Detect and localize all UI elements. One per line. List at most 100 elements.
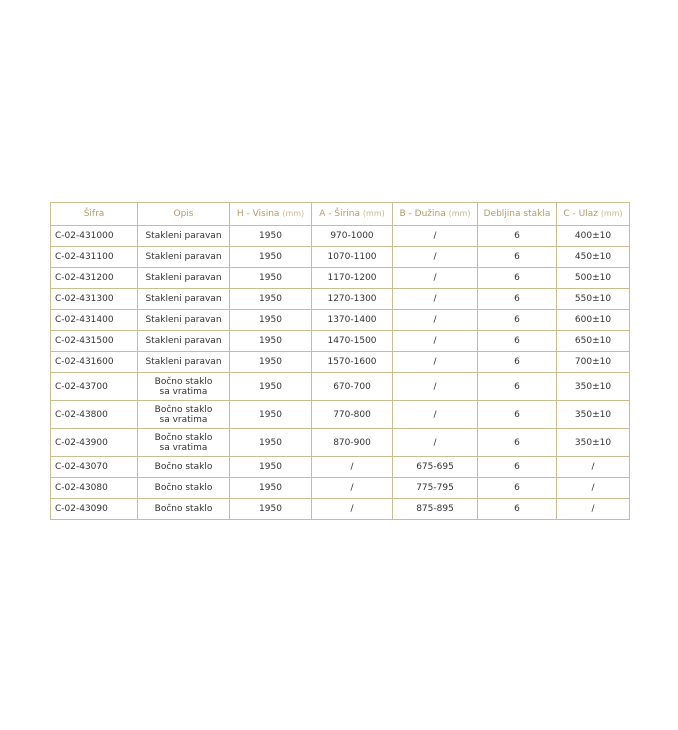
table-cell: Bočno staklo sa vratima (137, 428, 230, 457)
column-header: H - Visina (mm) (229, 202, 312, 226)
column-header-unit: (mm) (362, 209, 385, 218)
table-cell: Stakleni paravan (137, 309, 230, 331)
table-cell: / (392, 288, 478, 310)
column-header-label: Opis (173, 209, 194, 219)
table-cell: 970-1000 (311, 225, 393, 247)
table-cell: Bočno staklo sa vratima (137, 400, 230, 429)
table-cell: / (392, 400, 478, 429)
table-cell: C-02-431100 (50, 246, 138, 268)
table-cell: 650±10 (556, 330, 630, 352)
table-cell: / (392, 309, 478, 331)
table-cell: 350±10 (556, 400, 630, 429)
table-cell: / (556, 498, 630, 520)
table-cell: 6 (477, 288, 557, 310)
table-cell: 6 (477, 400, 557, 429)
table-row: C-02-431200 Stakleni paravan 1950 1170-1200… (50, 267, 630, 289)
table-row: C-02-431600 Stakleni paravan 1950 1570-1600… (50, 351, 630, 373)
table-cell: 1950 (229, 372, 312, 401)
table-cell: 6 (477, 309, 557, 331)
table-cell: Stakleni paravan (137, 246, 230, 268)
table-cell: / (556, 477, 630, 499)
table-cell: 6 (477, 225, 557, 247)
table-cell: / (392, 372, 478, 401)
column-header-label: Šifra (83, 209, 105, 219)
table-cell: 1070-1100 (311, 246, 393, 268)
table-cell: 1950 (229, 428, 312, 457)
table-cell: C-02-431600 (50, 351, 138, 373)
table-cell: Stakleni paravan (137, 288, 230, 310)
table-cell: 6 (477, 351, 557, 373)
column-header: Debljina stakla (477, 202, 557, 226)
table-cell: Stakleni paravan (137, 267, 230, 289)
table-cell: C-02-431300 (50, 288, 138, 310)
table-cell: 1470-1500 (311, 330, 393, 352)
table-cell: Bočno staklo (137, 477, 230, 499)
table-cell: / (392, 351, 478, 373)
column-header: B - Dužina (mm) (392, 202, 478, 226)
table-cell: Stakleni paravan (137, 351, 230, 373)
table-cell: 770-800 (311, 400, 393, 429)
table-cell: 1370-1400 (311, 309, 393, 331)
table-cell: C-02-43700 (50, 372, 138, 401)
table-cell: C-02-43090 (50, 498, 138, 520)
column-header: A - Širina (mm) (311, 202, 393, 226)
table-cell: 450±10 (556, 246, 630, 268)
table-cell: C-02-43800 (50, 400, 138, 429)
table-cell: 550±10 (556, 288, 630, 310)
table-row: C-02-43090 Bočno staklo 1950/875-895 6/ (50, 498, 630, 520)
table-cell: 400±10 (556, 225, 630, 247)
table-cell: C-02-431400 (50, 309, 138, 331)
column-header-unit: (mm) (448, 209, 471, 218)
table-cell: 350±10 (556, 428, 630, 457)
table-cell: / (392, 267, 478, 289)
column-header: C - Ulaz (mm) (556, 202, 630, 226)
table-cell: C-02-43080 (50, 477, 138, 499)
table-cell: 6 (477, 246, 557, 268)
table-cell: 1950 (229, 330, 312, 352)
table-cell: 6 (477, 372, 557, 401)
table-row: C-02-43700 Bočno staklo sa vratima 1950 670… (50, 372, 630, 401)
product-spec-table: Šifra Opis H - Visina (mm) A - Širina (mm) B… (50, 202, 630, 520)
table-cell: / (392, 225, 478, 247)
column-header-label: Debljina stakla (483, 209, 551, 219)
table-row: C-02-43080 Bočno staklo 1950/775-795 6/ (50, 477, 630, 499)
table-cell: 870-900 (311, 428, 393, 457)
table-cell: Bočno staklo (137, 498, 230, 520)
table-cell: C-02-43900 (50, 428, 138, 457)
table-row: C-02-431000 Stakleni paravan 1950 970-1000/… (50, 225, 630, 247)
table-cell: 6 (477, 456, 557, 478)
table-row: C-02-431400 Stakleni paravan 1950 1370-1400… (50, 309, 630, 331)
table-cell: / (556, 456, 630, 478)
table-cell: 1950 (229, 351, 312, 373)
column-header-unit: (mm) (600, 209, 623, 218)
table-cell: C-02-431500 (50, 330, 138, 352)
table-row: C-02-43900 Bočno staklo sa vratima 1950 870… (50, 428, 630, 457)
column-header-label: B - Dužina (399, 209, 446, 219)
table-cell: 600±10 (556, 309, 630, 331)
column-header: Opis (137, 202, 230, 226)
table-cell: 1950 (229, 400, 312, 429)
column-header-unit: (mm) (282, 209, 305, 218)
table-cell: 1950 (229, 288, 312, 310)
table-cell: 875-895 (392, 498, 478, 520)
table-cell: 1170-1200 (311, 267, 393, 289)
table-cell: 6 (477, 498, 557, 520)
table-cell: / (311, 456, 393, 478)
table-cell: 1950 (229, 225, 312, 247)
table-cell: 1950 (229, 309, 312, 331)
table-cell: / (311, 477, 393, 499)
table-cell: 700±10 (556, 351, 630, 373)
table-cell: 1570-1600 (311, 351, 393, 373)
table-cell: 1950 (229, 456, 312, 478)
table-cell: / (311, 498, 393, 520)
header-row: Šifra Opis H - Visina (mm) A - Širina (mm) B… (50, 202, 630, 226)
column-header-label: C - Ulaz (563, 209, 598, 219)
table-cell: 500±10 (556, 267, 630, 289)
table-cell: 1950 (229, 267, 312, 289)
table-cell: Stakleni paravan (137, 330, 230, 352)
table-cell: Bočno staklo (137, 456, 230, 478)
table-cell: / (392, 330, 478, 352)
table-row: C-02-431100 Stakleni paravan 1950 1070-1100… (50, 246, 630, 268)
table-cell: 1950 (229, 498, 312, 520)
table-cell: 6 (477, 267, 557, 289)
